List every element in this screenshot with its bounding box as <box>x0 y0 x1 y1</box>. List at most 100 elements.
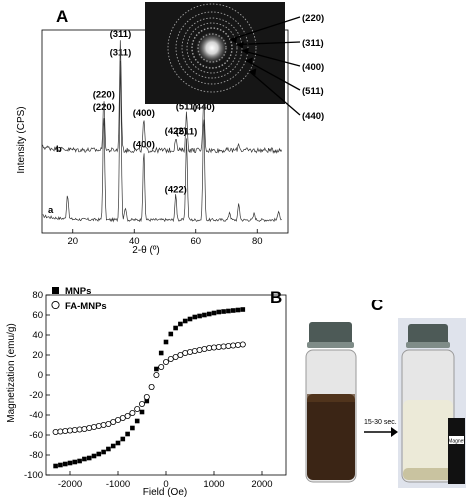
ring-arrowhead <box>236 41 244 49</box>
ring-arrowhead <box>249 68 257 76</box>
fa-mnps-point <box>239 341 246 348</box>
mag-y-tick-label: -40 <box>29 410 43 421</box>
fa-mnps-point <box>129 409 136 416</box>
xrd-y-axis-title: Intensity (CPS) <box>16 106 27 173</box>
ring-arrowhead <box>230 36 238 44</box>
mnps-point <box>115 440 121 446</box>
ring-arrowhead <box>241 47 249 55</box>
xrd-x-axis-title: 2-θ (º) <box>132 245 160 255</box>
xrd-x-tick-label: 60 <box>190 236 201 247</box>
mag-plot-frame <box>45 294 287 476</box>
vial-after <box>398 318 466 488</box>
panel-label-c: C <box>371 300 383 314</box>
mag-x-tick-label: 1000 <box>203 479 224 490</box>
mag-x-tick-label: 2000 <box>251 479 272 490</box>
fa-mnps-point <box>158 364 165 371</box>
ring-arrow <box>248 70 301 116</box>
fa-mnps-point <box>52 428 59 435</box>
vial-photographs: C 15-30 sec. Magnet <box>300 300 466 488</box>
panel-label-b: B <box>270 288 282 307</box>
fa-mnps-point <box>225 343 232 350</box>
fa-mnps-point <box>196 347 203 354</box>
xrd-x-tick-label: 80 <box>252 236 263 247</box>
diffraction-ring <box>186 22 238 74</box>
mnps-point <box>216 309 222 315</box>
mnps-point <box>168 331 174 337</box>
fa-mnps-point <box>162 359 169 366</box>
fa-mnps-point <box>100 421 107 428</box>
legend: MNPs FA-MNPs <box>51 286 107 312</box>
mnps-point <box>67 460 73 466</box>
mag-y-tick-label: 80 <box>32 290 43 301</box>
diffraction-ring <box>167 3 257 93</box>
mnps-point <box>187 316 193 322</box>
fa-mnps-point <box>148 383 155 390</box>
legend-marker-fa-mnps <box>51 300 60 310</box>
mnps-point <box>134 418 140 424</box>
fa-mnps-point <box>186 349 193 356</box>
mnps-point <box>101 449 106 455</box>
mnps-point <box>206 311 212 317</box>
xrd-series-b <box>42 40 283 154</box>
fa-mnps-point <box>191 348 198 355</box>
ring-label: (311) <box>302 38 324 49</box>
separation-arrow: 15-30 sec. <box>364 419 398 437</box>
mnps-point <box>230 308 236 313</box>
mag-y-tick-label: -100 <box>24 470 43 481</box>
peak-label: (400) <box>133 108 155 119</box>
mnps-point <box>235 307 241 313</box>
mnps-point <box>110 443 116 449</box>
magnet-label: Magnet <box>448 439 465 445</box>
fa-mnps-point <box>134 405 141 412</box>
magnetization-chart: Magnetization (emu/g) Field (Oe) B -2000… <box>6 286 287 498</box>
fa-mnps-point <box>182 350 189 357</box>
mag-y-tick-label: 0 <box>38 370 43 381</box>
peak-label: (422) <box>165 184 187 195</box>
ring-arrow <box>236 41 301 46</box>
ring-label: (220) <box>302 13 324 24</box>
mag-x-tick-label: 0 <box>163 479 168 490</box>
fa-mnps-point <box>91 423 98 430</box>
mag-y-axis-title: Magnetization (emu/g) <box>6 323 17 423</box>
xrd-x-tick-label: 20 <box>67 236 78 247</box>
ring-arrow <box>245 59 301 91</box>
mnps-point <box>226 308 231 314</box>
fa-mnps-point <box>153 372 160 379</box>
peak-label: (440) <box>193 102 215 113</box>
fa-mnps-point <box>62 427 69 434</box>
peak-label: (511) <box>176 102 198 113</box>
ring-arrow <box>229 16 301 41</box>
ring-label: (400) <box>302 62 324 73</box>
fa-mnps-point <box>57 428 64 435</box>
mnps-point <box>77 458 82 464</box>
peak-label: (311) <box>110 29 132 40</box>
legend-marker-mnps <box>52 287 59 294</box>
mnps-point <box>158 350 164 356</box>
mag-y-tick-label: -80 <box>29 450 43 461</box>
peak-label: (511) <box>176 127 198 138</box>
fa-mnps-point <box>86 424 93 431</box>
ring-label: (511) <box>302 86 324 97</box>
mnps-point <box>86 455 92 461</box>
fa-mnps-point <box>124 412 131 419</box>
fa-mnps-point <box>230 342 237 349</box>
xrd-chart: A Intensity (CPS) 2-θ (º) 20 40 60 80 (220)… <box>16 2 324 255</box>
mag-y-tick-label: 40 <box>32 330 43 341</box>
mag-x-axis-title: Field (Oe) <box>143 487 187 498</box>
mnps-point <box>139 409 145 415</box>
peak-label: (400) <box>133 140 155 151</box>
mag-y-tick-label: 60 <box>32 310 43 321</box>
fa-mnps-point <box>201 346 208 353</box>
mnps-point <box>173 325 178 331</box>
mnps-point <box>202 312 207 318</box>
fa-mnps-point <box>95 422 102 429</box>
mag-x-tick-label: -1000 <box>106 479 130 490</box>
series-label-a: a <box>48 205 54 216</box>
ring-arrow <box>241 49 301 67</box>
ring-label: (440) <box>302 111 324 122</box>
fa-mnps-point <box>206 345 213 352</box>
mag-y-tick-label: -60 <box>29 430 43 441</box>
mag-y-tick-label: 20 <box>32 350 43 361</box>
xrd-x-tick-label: 40 <box>129 236 140 247</box>
mnps-point <box>106 446 111 452</box>
